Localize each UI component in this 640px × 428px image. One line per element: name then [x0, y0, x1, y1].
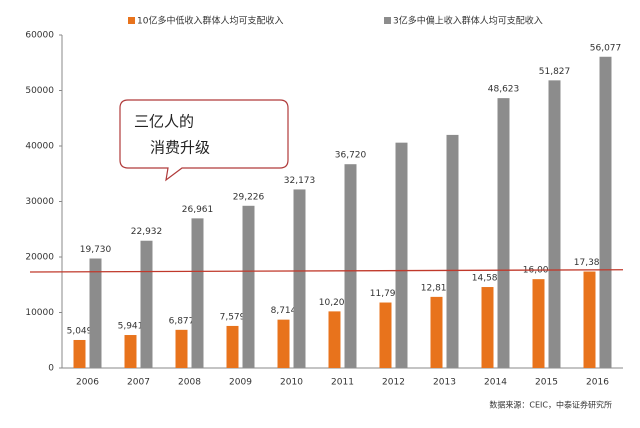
bar	[226, 325, 239, 368]
legend-label: 3亿多中偏上收入群体人均可支配收入	[393, 15, 543, 27]
value-label: 7,579	[220, 312, 246, 322]
legend-label: 10亿多中低收入群体人均可支配收入	[137, 15, 283, 27]
x-tick-label: 2012	[382, 378, 405, 388]
value-label: 8,714	[271, 306, 297, 316]
x-tick-label: 2009	[229, 378, 252, 388]
bar	[497, 98, 510, 369]
value-label: 14,587	[472, 274, 504, 284]
bar	[344, 164, 357, 368]
value-label: 29,226	[233, 192, 265, 202]
callout	[119, 99, 289, 182]
value-label: 48,623	[488, 85, 520, 95]
annotation: 消费升级	[150, 139, 210, 157]
x-tick-label: 2008	[178, 378, 201, 388]
bar	[277, 319, 290, 368]
bar	[430, 296, 443, 368]
bar	[140, 240, 153, 368]
bar	[293, 189, 306, 368]
x-tick-label: 2010	[280, 378, 303, 388]
y-tick-label: 40000	[25, 142, 54, 152]
y-tick-label: 0	[48, 364, 54, 374]
x-tick-label: 2014	[484, 378, 507, 388]
value-label: 6,877	[169, 316, 195, 326]
bar	[446, 134, 459, 368]
y-tick-label: 20000	[25, 253, 54, 263]
bar	[583, 271, 596, 368]
bar	[532, 279, 545, 368]
bar	[481, 287, 494, 368]
value-label: 56,077	[590, 43, 622, 53]
y-tick-label: 10000	[25, 308, 54, 318]
legend-swatch	[384, 17, 391, 24]
y-tick-label: 60000	[25, 31, 54, 41]
bar	[242, 205, 255, 368]
reference-line	[29, 269, 624, 273]
x-tick-label: 2013	[433, 378, 456, 388]
value-label: 22,932	[131, 227, 163, 237]
bar	[548, 80, 561, 368]
value-label: 12,815	[421, 283, 453, 293]
bar	[328, 311, 341, 368]
value-label: 17,383	[574, 258, 606, 268]
value-label: 26,961	[182, 205, 214, 215]
value-label: 10,201	[319, 298, 351, 308]
bar	[175, 329, 188, 368]
legend-swatch	[128, 17, 135, 24]
value-label: 5,049	[67, 326, 93, 336]
bar	[124, 335, 137, 368]
x-tick-label: 2007	[127, 378, 150, 388]
y-tick-label: 50000	[25, 86, 54, 96]
value-label: 19,730	[80, 245, 112, 255]
bar	[395, 142, 408, 368]
x-tick-label: 2015	[535, 378, 558, 388]
bar	[89, 258, 102, 368]
value-label: 11,798	[370, 289, 402, 299]
bar	[191, 218, 204, 368]
y-tick-label: 30000	[25, 197, 54, 207]
value-label: 36,720	[335, 151, 367, 161]
value-label: 32,173	[284, 176, 316, 186]
bar	[73, 339, 86, 368]
value-label: 51,827	[539, 67, 571, 77]
bar	[599, 56, 612, 369]
x-tick-label: 2016	[586, 378, 609, 388]
value-label: 5,941	[118, 322, 144, 332]
annotation: 三亿人的	[134, 113, 194, 131]
x-tick-label: 2011	[331, 378, 354, 388]
source: 数据来源：CEIC，中泰证券研究所	[489, 400, 612, 410]
bar	[379, 302, 392, 368]
x-tick-label: 2006	[76, 378, 99, 388]
